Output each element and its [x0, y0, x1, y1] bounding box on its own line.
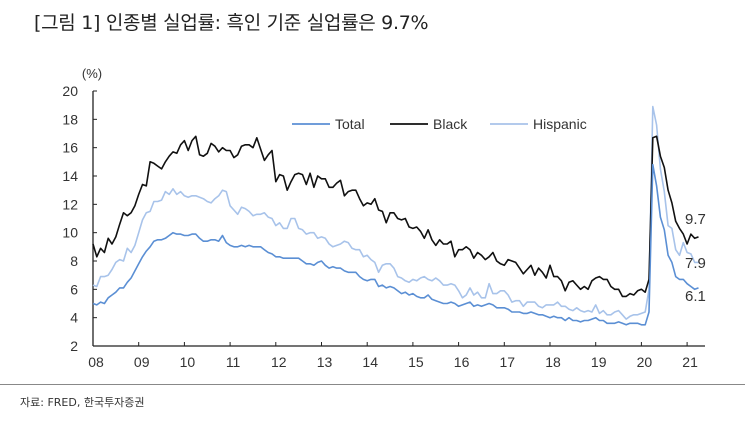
y-tick-label: 12: [62, 196, 78, 212]
x-tick-label: 08: [88, 354, 104, 370]
chart-title: [그림 1] 인종별 실업률: 흑인 기준 실업률은 9.7%: [34, 12, 429, 34]
series-line-black: [92, 135, 699, 298]
y-axis: 2 4 6 8 10 12 14 16 18 20: [62, 83, 97, 354]
y-tick-label: 6: [70, 281, 78, 297]
y-tick-label: 2: [70, 338, 78, 354]
legend-label-black: Black: [433, 116, 468, 132]
x-tick-label: 15: [408, 354, 424, 370]
end-label-total: 6.1: [685, 288, 706, 305]
series-line-hispanic: [92, 105, 699, 320]
legend: Total Black Hispanic: [292, 116, 587, 132]
series-lines: [92, 105, 699, 326]
y-tick-label: 8: [70, 253, 78, 269]
x-tick-label: 21: [682, 354, 698, 370]
x-tick-label: 18: [545, 354, 561, 370]
x-tick-label: 17: [500, 354, 516, 370]
x-tick-label: 14: [362, 354, 378, 370]
y-tick-label: 10: [62, 225, 78, 241]
x-tick-label: 20: [637, 354, 653, 370]
legend-label-hispanic: Hispanic: [533, 116, 587, 132]
y-tick-label: 4: [70, 310, 78, 326]
end-labels: 6.1 9.7 7.9: [685, 211, 706, 305]
y-tick-label: 18: [62, 111, 78, 127]
y-tick-label: 16: [62, 140, 78, 156]
x-tick-label: 13: [317, 354, 333, 370]
x-tick-label: 09: [134, 354, 150, 370]
y-tick-label: 20: [62, 83, 78, 99]
x-tick-label: 12: [271, 354, 287, 370]
legend-label-total: Total: [335, 116, 365, 132]
x-tick-label: 16: [454, 354, 470, 370]
x-axis: 08 09 10 11 12 13 14 15 16 17 18 19 20 21: [88, 342, 705, 370]
y-axis-unit-label: (%): [82, 66, 102, 81]
end-label-hispanic: 7.9: [685, 255, 706, 272]
end-label-black: 9.7: [685, 211, 706, 228]
y-tick-label: 14: [62, 168, 78, 184]
x-tick-label: 11: [226, 354, 241, 370]
x-tick-label: 10: [180, 354, 196, 370]
x-tick-label: 19: [591, 354, 607, 370]
footer-divider: [0, 384, 745, 385]
series-line-total: [92, 163, 699, 326]
source-note: 자료: FRED, 한국투자증권: [20, 396, 145, 409]
